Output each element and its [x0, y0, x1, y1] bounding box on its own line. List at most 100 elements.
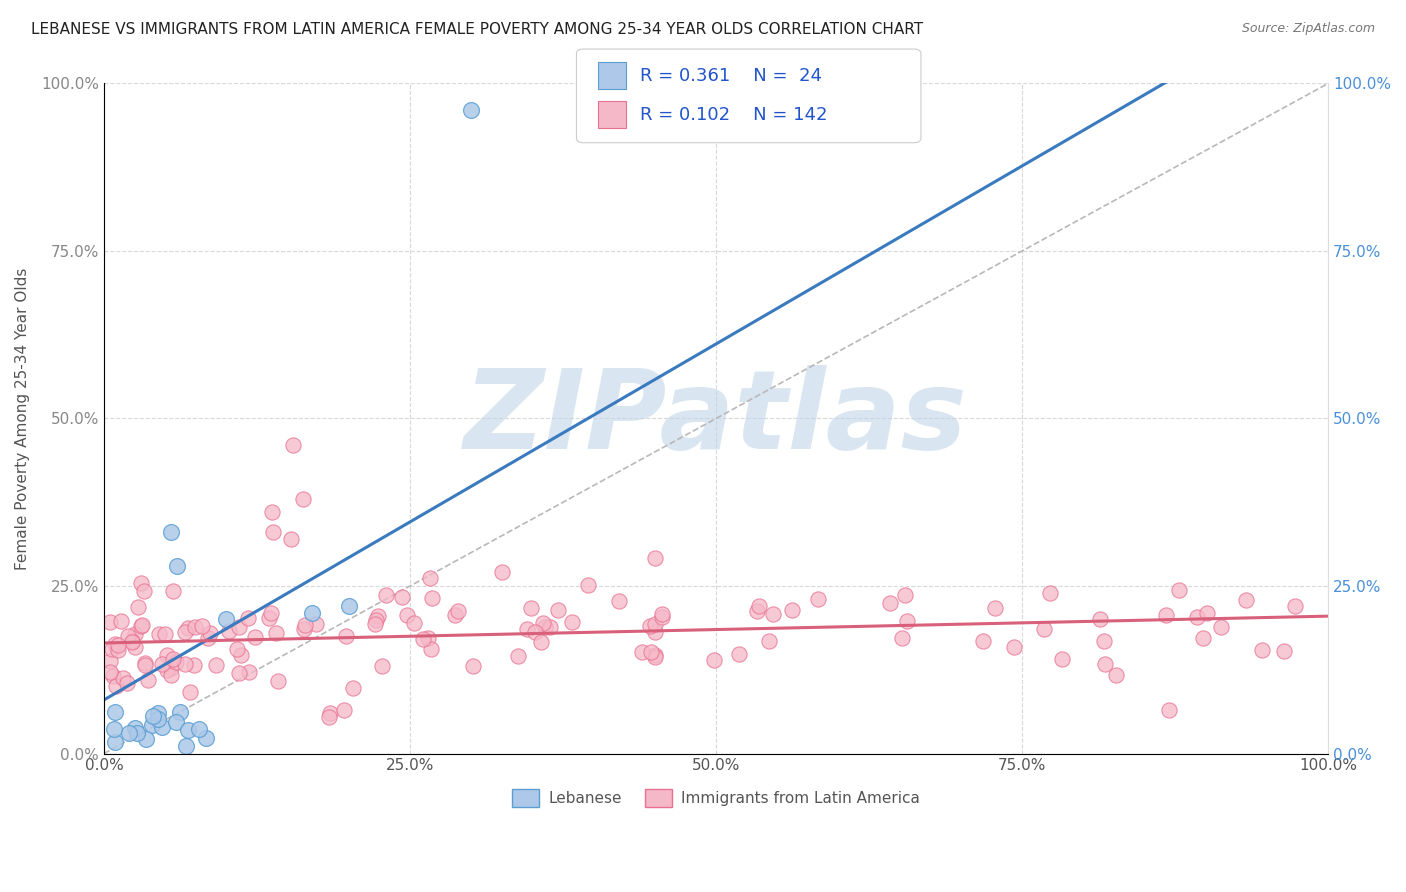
- Point: [533, 620, 555, 634]
- Point: [506, 648, 529, 663]
- Point: [404, 616, 426, 631]
- Point: [1032, 622, 1054, 636]
- Point: [228, 666, 250, 681]
- Point: [98, 615, 121, 629]
- Point: [758, 634, 780, 648]
- Point: [896, 614, 918, 628]
- Point: [1274, 644, 1296, 658]
- Point: [174, 739, 197, 753]
- Point: [1105, 668, 1128, 682]
- Point: [519, 601, 541, 615]
- Point: [364, 617, 387, 632]
- Text: R = 0.361    N =  24: R = 0.361 N = 24: [640, 67, 821, 85]
- Point: [1094, 657, 1116, 672]
- Text: R = 0.102    N = 142: R = 0.102 N = 142: [640, 106, 827, 124]
- Point: [165, 715, 187, 730]
- Point: [576, 578, 599, 592]
- Legend: Lebanese, Immigrants from Latin America: Lebanese, Immigrants from Latin America: [506, 783, 927, 813]
- Point: [159, 661, 181, 675]
- Point: [98, 665, 121, 679]
- Point: [174, 657, 197, 671]
- Point: [228, 620, 250, 634]
- Point: [264, 626, 287, 640]
- Point: [651, 607, 673, 621]
- Point: [547, 603, 569, 617]
- Point: [132, 584, 155, 599]
- Point: [782, 602, 804, 616]
- Point: [531, 615, 554, 630]
- Point: [146, 706, 169, 721]
- Point: [1209, 620, 1232, 634]
- Point: [236, 610, 259, 624]
- Point: [117, 629, 139, 643]
- Point: [762, 607, 785, 622]
- Point: [260, 505, 283, 519]
- Point: [319, 706, 342, 721]
- Point: [530, 635, 553, 649]
- Point: [184, 620, 207, 634]
- Point: [127, 600, 149, 615]
- Point: [1154, 607, 1177, 622]
- Point: [204, 658, 226, 673]
- Point: [156, 663, 179, 677]
- Point: [375, 588, 398, 602]
- Point: [1088, 612, 1111, 626]
- Point: [644, 650, 666, 665]
- Text: ZIPatlas: ZIPatlas: [464, 365, 967, 472]
- Point: [125, 726, 148, 740]
- Point: [218, 624, 240, 638]
- Point: [337, 599, 360, 613]
- Point: [444, 607, 467, 622]
- Point: [890, 631, 912, 645]
- Point: [538, 620, 561, 634]
- Point: [631, 645, 654, 659]
- Point: [524, 625, 547, 640]
- Point: [420, 641, 443, 656]
- Point: [104, 706, 127, 720]
- Point: [879, 596, 901, 610]
- Point: [262, 525, 284, 540]
- Point: [134, 658, 156, 673]
- Point: [162, 584, 184, 599]
- Point: [391, 591, 413, 605]
- Point: [412, 632, 434, 646]
- Text: Source: ZipAtlas.com: Source: ZipAtlas.com: [1241, 22, 1375, 36]
- Point: [304, 617, 326, 632]
- Point: [101, 669, 124, 683]
- Point: [190, 618, 212, 632]
- Text: LEBANESE VS IMMIGRANTS FROM LATIN AMERICA FEMALE POVERTY AMONG 25-34 YEAR OLDS C: LEBANESE VS IMMIGRANTS FROM LATIN AMERIC…: [31, 22, 924, 37]
- Point: [131, 617, 153, 632]
- Point: [283, 438, 305, 452]
- Point: [260, 607, 283, 621]
- Point: [1250, 642, 1272, 657]
- Point: [160, 525, 183, 540]
- Point: [129, 576, 152, 591]
- Point: [150, 720, 173, 734]
- Point: [1092, 633, 1115, 648]
- Point: [135, 732, 157, 747]
- Point: [105, 679, 128, 693]
- Point: [100, 654, 122, 668]
- Point: [134, 656, 156, 670]
- Point: [177, 622, 200, 636]
- Point: [124, 627, 146, 641]
- Point: [215, 613, 238, 627]
- Point: [179, 685, 201, 699]
- Point: [447, 604, 470, 618]
- Point: [396, 608, 419, 623]
- Point: [1197, 606, 1219, 620]
- Point: [728, 647, 751, 661]
- Point: [124, 721, 146, 735]
- Point: [367, 608, 389, 623]
- Point: [364, 613, 387, 627]
- Point: [419, 571, 441, 585]
- Point: [335, 629, 357, 643]
- Point: [136, 673, 159, 687]
- Point: [162, 652, 184, 666]
- Point: [1050, 652, 1073, 666]
- Point: [183, 657, 205, 672]
- Point: [156, 648, 179, 662]
- Point: [101, 642, 124, 657]
- Point: [703, 653, 725, 667]
- Point: [1157, 703, 1180, 717]
